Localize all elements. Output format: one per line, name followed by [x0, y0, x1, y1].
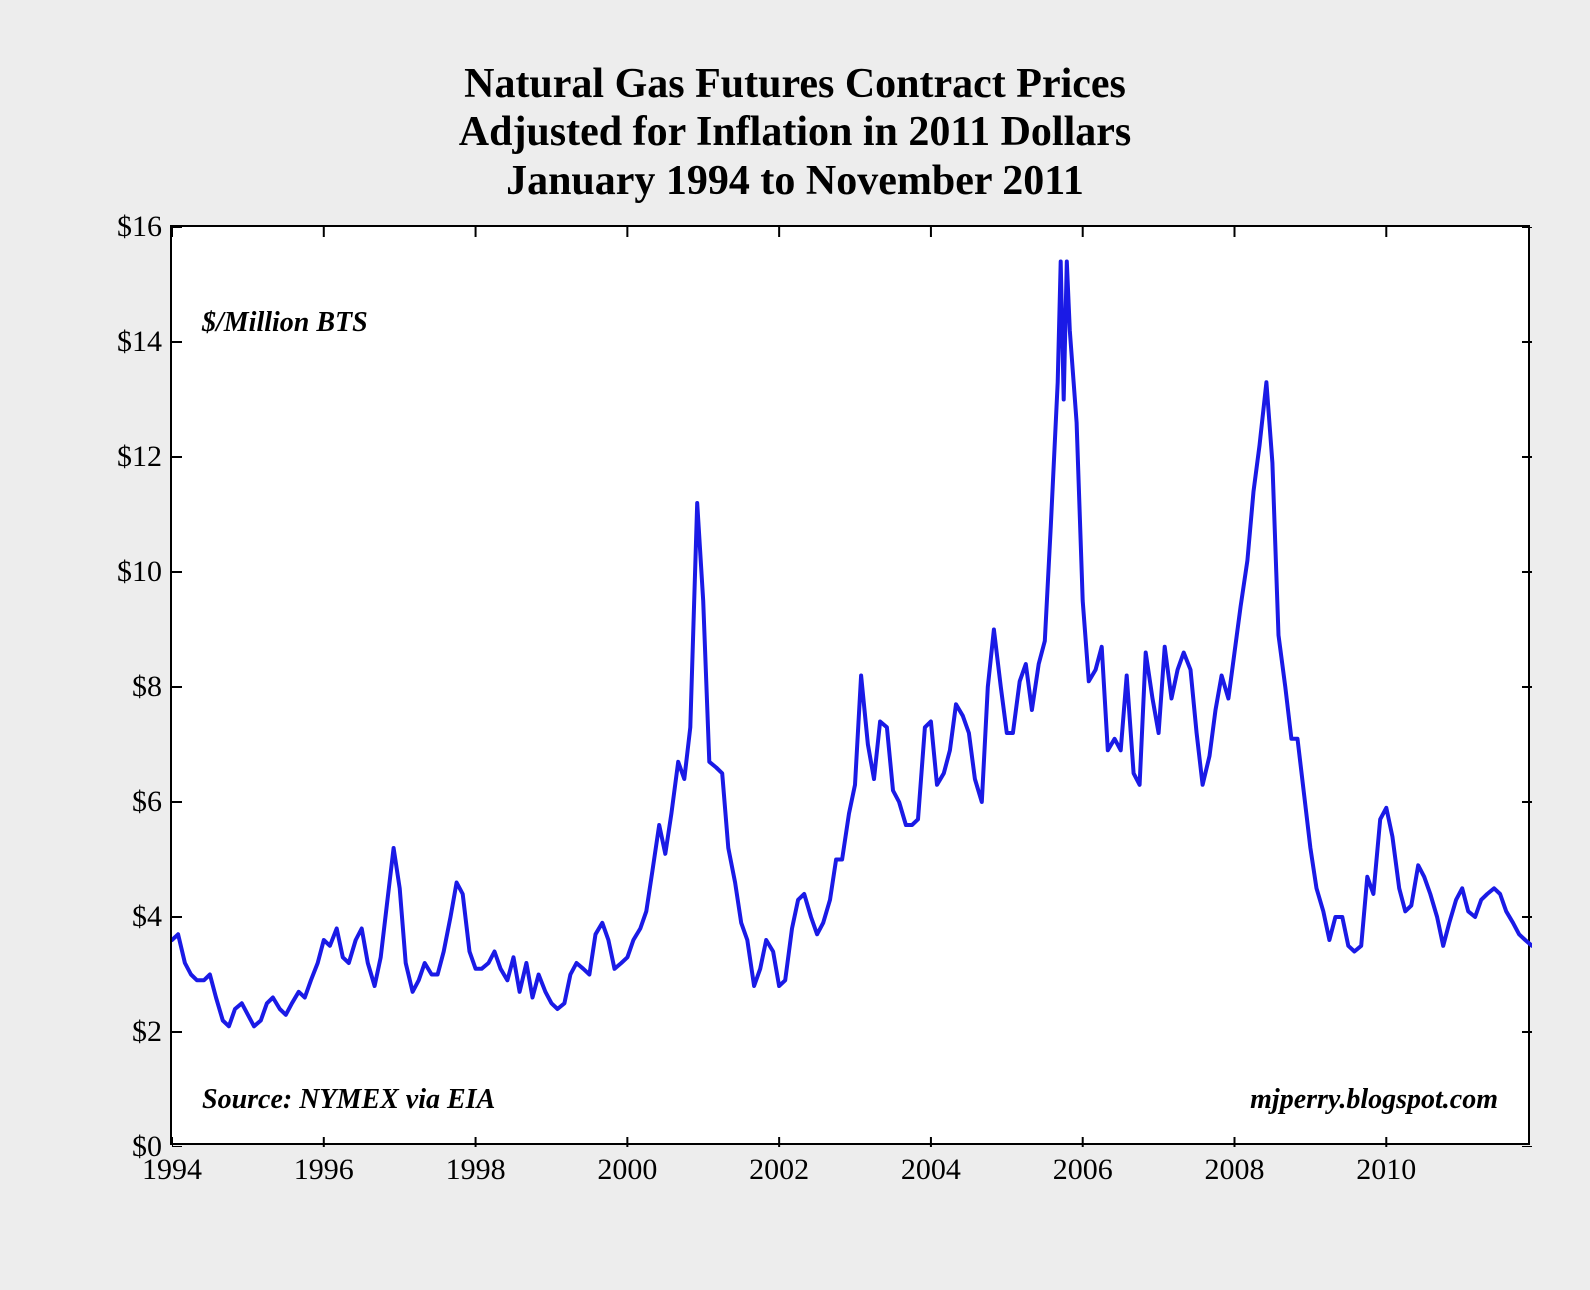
y-tick-label: $6	[132, 785, 172, 819]
credit-label: mjperry.blogspot.com	[1250, 1084, 1498, 1116]
x-tick-label: 2006	[1053, 1143, 1113, 1187]
y-tick-label: $12	[117, 440, 172, 474]
y-tick-label: $16	[117, 210, 172, 244]
x-tick-label: 2002	[749, 1143, 809, 1187]
x-tick-label: 2000	[597, 1143, 657, 1187]
chart-container: Natural Gas Futures Contract PricesAdjus…	[0, 0, 1590, 1290]
y-tick-label: $2	[132, 1015, 172, 1049]
y-tick-label: $8	[132, 670, 172, 704]
price-line	[172, 261, 1532, 1026]
x-tick-label: 2008	[1205, 1143, 1265, 1187]
source-label: Source: NYMEX via EIA	[202, 1084, 495, 1116]
plot-area: $/Million BTS Source: NYMEX via EIA mjpe…	[170, 225, 1530, 1145]
chart-plot-wrap: $/Million BTS Source: NYMEX via EIA mjpe…	[50, 225, 1550, 1215]
y-unit-label: $/Million BTS	[202, 307, 368, 339]
x-tick-label: 1994	[142, 1143, 202, 1187]
chart-title: Natural Gas Futures Contract PricesAdjus…	[50, 60, 1540, 205]
x-tick-label: 2010	[1356, 1143, 1416, 1187]
x-tick-label: 1996	[294, 1143, 354, 1187]
line-series-svg	[172, 227, 1532, 1147]
y-tick-label: $10	[117, 555, 172, 589]
x-tick-label: 2004	[901, 1143, 961, 1187]
y-tick-label: $4	[132, 900, 172, 934]
y-tick-label: $14	[117, 325, 172, 359]
x-tick-label: 1998	[446, 1143, 506, 1187]
